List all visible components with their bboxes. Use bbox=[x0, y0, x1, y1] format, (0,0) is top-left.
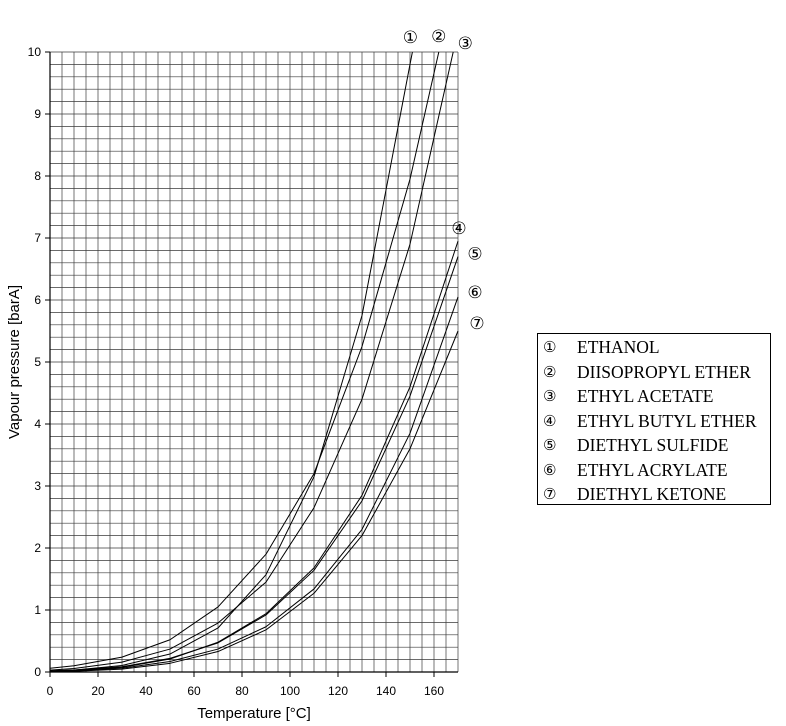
y-axis-title: Vapour pressure [barA] bbox=[6, 285, 23, 439]
y-tick-label: 8 bbox=[34, 169, 41, 183]
legend-marker: ⑤ bbox=[543, 436, 557, 454]
y-tick-label: 0 bbox=[34, 665, 41, 679]
grid bbox=[49, 51, 459, 673]
series-line-ethyl-acrylate bbox=[49, 296, 459, 672]
x-tick-label: 20 bbox=[91, 684, 105, 698]
series-line-diethyl-sulfide bbox=[49, 256, 459, 672]
series-line-ethanol bbox=[49, 51, 413, 672]
legend-label: DIETHYL SULFIDE bbox=[577, 435, 729, 455]
legend-label: ETHYL BUTYL ETHER bbox=[577, 410, 757, 431]
y-tick-label: 1 bbox=[34, 603, 41, 617]
y-tick-label: 2 bbox=[34, 541, 41, 555]
legend-marker: ② bbox=[543, 362, 557, 381]
legend-label: ETHYL ACRYLATE bbox=[577, 459, 728, 480]
x-axis-title: Temperature [°C] bbox=[197, 705, 311, 722]
y-tick-label: 3 bbox=[34, 479, 41, 493]
legend-label: ETHANOL bbox=[577, 337, 660, 357]
legend-marker: ④ bbox=[543, 411, 557, 430]
x-tick-label: 140 bbox=[376, 684, 396, 698]
legend-marker: ③ bbox=[543, 387, 557, 405]
x-tick-label: 40 bbox=[139, 684, 153, 698]
y-tick-label: 6 bbox=[34, 293, 41, 307]
curve-label-ethyl-acrylate: ⑥ bbox=[467, 283, 482, 303]
legend-item: ① ETHANOL bbox=[538, 335, 770, 360]
y-tick-label: 7 bbox=[34, 231, 41, 245]
series-line-diethyl-ketone bbox=[49, 330, 459, 673]
y-tick-label: 5 bbox=[34, 355, 41, 369]
legend-label: DIISOPROPYL ETHER bbox=[577, 361, 751, 382]
curve-label-diethyl-sulfide: ⑤ bbox=[467, 245, 482, 265]
x-tick-label: 120 bbox=[328, 684, 348, 698]
series-lines bbox=[49, 51, 459, 673]
legend-item: ② DIISOPROPYL ETHER bbox=[538, 360, 770, 385]
curve-label-ethanol: ① bbox=[403, 28, 418, 48]
curve-label-ethyl-acetate: ③ bbox=[458, 34, 473, 54]
curve-labels: ① ② ③ ④⑤ ⑥ ⑦ bbox=[403, 27, 485, 334]
legend-marker: ① bbox=[543, 338, 557, 356]
legend-item: ⑦ DIETHYL KETONE bbox=[538, 482, 770, 507]
x-tick-label: 0 bbox=[47, 684, 54, 698]
curve-label-diethyl-ketone: ⑦ bbox=[469, 314, 484, 334]
legend-item: ③ ETHYL ACETATE bbox=[538, 384, 770, 409]
y-tick-label: 4 bbox=[34, 417, 41, 431]
legend-item: ④ ETHYL BUTYL ETHER bbox=[538, 409, 770, 434]
x-tick-label: 100 bbox=[280, 684, 300, 698]
legend-marker: ⑥ bbox=[543, 460, 557, 479]
legend-label: ETHYL ACETATE bbox=[577, 386, 714, 406]
legend-item: ⑤ DIETHYL SULFIDE bbox=[538, 433, 770, 458]
series-line-ethyl-acetate bbox=[49, 51, 454, 671]
legend: ① ETHANOL ② DIISOPROPYL ETHER ③ ETHYL AC… bbox=[537, 333, 771, 505]
y-tick-label: 9 bbox=[34, 107, 41, 121]
legend-marker: ⑦ bbox=[543, 485, 557, 503]
x-tick-label: 60 bbox=[187, 684, 201, 698]
series-line-diisopropyl-ether bbox=[49, 51, 440, 669]
curve-label-ethyl-butyl-ether: ④ bbox=[451, 219, 466, 239]
x-tick-label: 160 bbox=[424, 684, 444, 698]
x-tick-label: 80 bbox=[235, 684, 249, 698]
legend-label: DIETHYL KETONE bbox=[577, 484, 727, 504]
y-tick-label: 10 bbox=[28, 45, 42, 59]
curve-label-diisopropyl-ether: ② bbox=[431, 27, 446, 47]
legend-item: ⑥ ETHYL ACRYLATE bbox=[538, 458, 770, 483]
